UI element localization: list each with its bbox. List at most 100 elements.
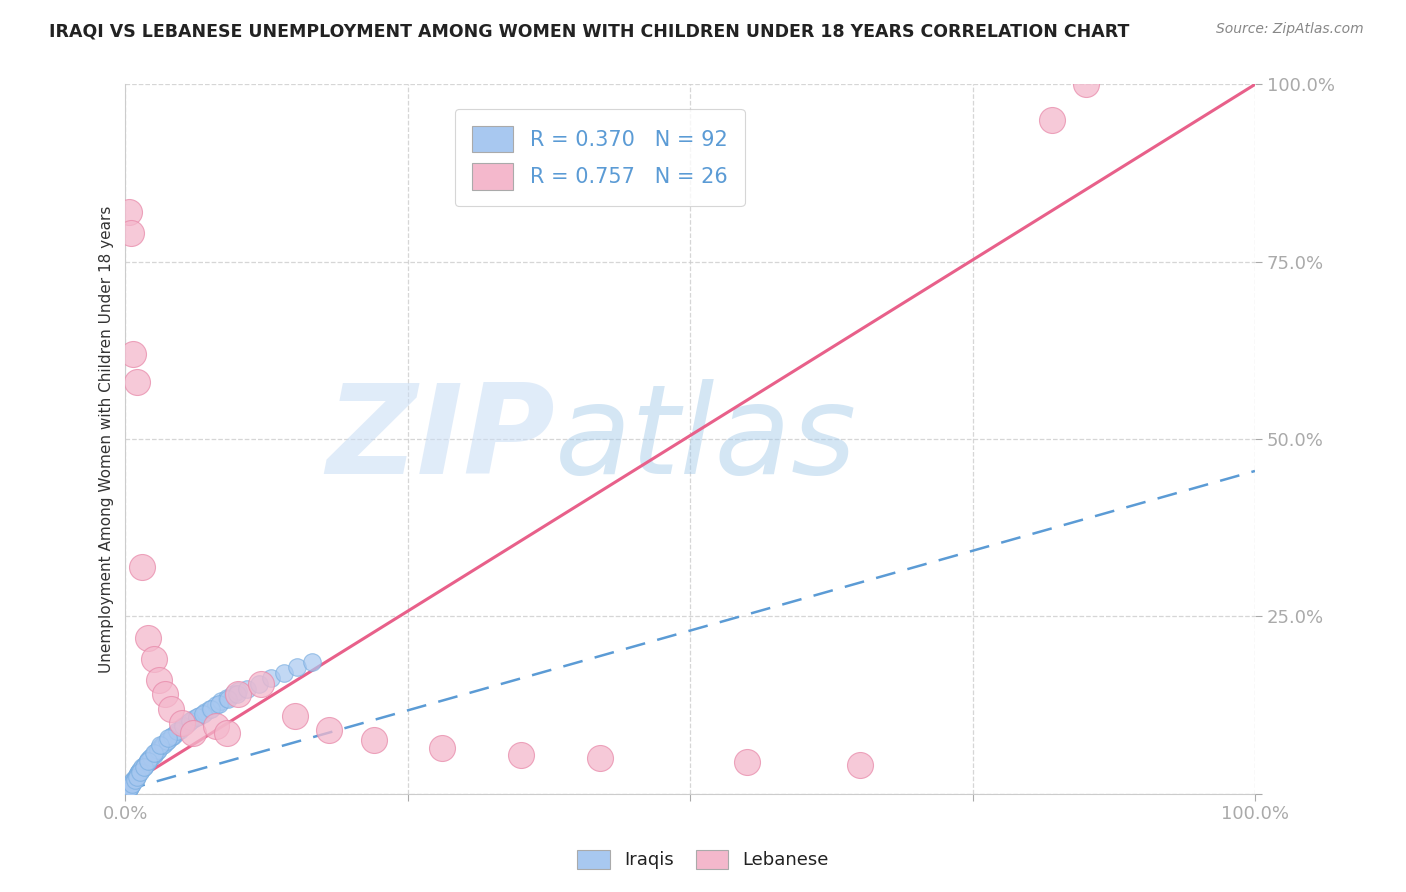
- Legend: R = 0.370   N = 92, R = 0.757   N = 26: R = 0.370 N = 92, R = 0.757 N = 26: [456, 109, 745, 206]
- Point: [169, 723, 191, 737]
- Point: [120, 227, 142, 241]
- Point: [193, 706, 215, 721]
- Point: [122, 347, 145, 361]
- Point: [217, 726, 239, 740]
- Point: [143, 746, 166, 760]
- Point: [150, 739, 173, 753]
- Point: [134, 758, 156, 772]
- Point: [142, 652, 165, 666]
- Point: [273, 666, 295, 681]
- Point: [187, 708, 209, 723]
- Point: [217, 692, 239, 706]
- Point: [117, 783, 139, 797]
- Point: [118, 205, 141, 219]
- Point: [115, 784, 138, 798]
- Point: [166, 724, 188, 739]
- Point: [285, 660, 308, 674]
- Point: [127, 766, 149, 780]
- Point: [129, 763, 152, 777]
- Point: [165, 725, 187, 739]
- Point: [250, 677, 273, 691]
- Point: [198, 701, 221, 715]
- Point: [121, 777, 143, 791]
- Point: [121, 775, 143, 789]
- Point: [142, 747, 165, 762]
- Y-axis label: Unemployment Among Women with Children Under 18 years: Unemployment Among Women with Children U…: [100, 205, 114, 673]
- Point: [228, 683, 250, 698]
- Point: [236, 681, 259, 696]
- Point: [115, 784, 138, 798]
- Point: [363, 733, 385, 747]
- Point: [125, 376, 148, 390]
- Point: [149, 739, 172, 753]
- Point: [117, 784, 139, 798]
- Point: [247, 677, 270, 691]
- Point: [148, 742, 170, 756]
- Point: [146, 744, 169, 758]
- Point: [118, 781, 141, 796]
- Text: IRAQI VS LEBANESE UNEMPLOYMENT AMONG WOMEN WITH CHILDREN UNDER 18 YEARS CORRELAT: IRAQI VS LEBANESE UNEMPLOYMENT AMONG WOM…: [49, 22, 1129, 40]
- Point: [301, 655, 323, 669]
- Point: [124, 772, 146, 787]
- Point: [157, 731, 180, 745]
- Point: [124, 771, 146, 785]
- Point: [125, 768, 148, 782]
- Point: [125, 769, 148, 783]
- Point: [124, 770, 146, 784]
- Point: [136, 754, 159, 768]
- Point: [162, 729, 184, 743]
- Point: [260, 671, 283, 685]
- Point: [186, 710, 208, 724]
- Point: [128, 764, 150, 779]
- Point: [124, 773, 146, 788]
- Point: [134, 757, 156, 772]
- Point: [125, 770, 148, 784]
- Point: [159, 701, 181, 715]
- Point: [205, 719, 228, 733]
- Point: [132, 760, 155, 774]
- Point: [589, 751, 612, 765]
- Point: [118, 780, 141, 795]
- Point: [129, 765, 152, 780]
- Text: Source: ZipAtlas.com: Source: ZipAtlas.com: [1216, 22, 1364, 37]
- Point: [208, 697, 231, 711]
- Point: [509, 747, 531, 762]
- Point: [122, 773, 145, 788]
- Point: [217, 690, 239, 705]
- Point: [139, 751, 162, 765]
- Point: [735, 755, 758, 769]
- Point: [135, 756, 157, 771]
- Point: [132, 760, 155, 774]
- Point: [179, 714, 201, 729]
- Point: [131, 760, 153, 774]
- Point: [131, 559, 153, 574]
- Point: [121, 776, 143, 790]
- Point: [176, 715, 198, 730]
- Point: [136, 631, 159, 645]
- Point: [181, 712, 204, 726]
- Point: [152, 738, 174, 752]
- Point: [136, 756, 159, 770]
- Point: [205, 698, 228, 712]
- Point: [153, 736, 176, 750]
- Point: [141, 749, 163, 764]
- Point: [1040, 112, 1063, 127]
- Point: [226, 687, 249, 701]
- Point: [200, 702, 222, 716]
- Point: [142, 746, 165, 760]
- Point: [118, 780, 141, 795]
- Point: [172, 718, 194, 732]
- Point: [136, 754, 159, 768]
- Point: [122, 773, 145, 788]
- Point: [228, 687, 250, 701]
- Point: [118, 780, 141, 795]
- Point: [117, 782, 139, 797]
- Point: [118, 780, 141, 794]
- Point: [124, 772, 146, 786]
- Point: [848, 758, 870, 772]
- Point: [1074, 78, 1097, 92]
- Point: [156, 734, 179, 748]
- Point: [193, 705, 215, 719]
- Point: [127, 767, 149, 781]
- Point: [120, 778, 142, 792]
